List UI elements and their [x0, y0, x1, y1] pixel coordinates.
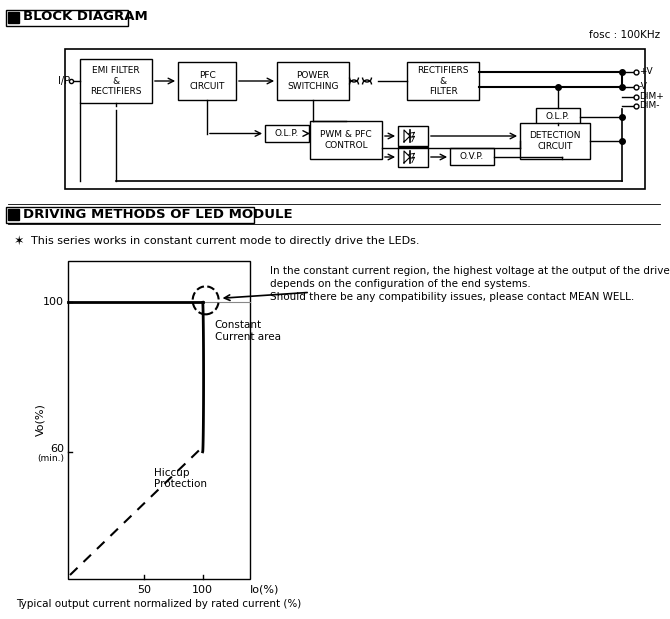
Text: DETECTION
CIRCUIT: DETECTION CIRCUIT — [529, 131, 581, 150]
Text: POWER
SWITCHING: POWER SWITCHING — [287, 71, 339, 91]
Text: In the constant current region, the highest voltage at the output of the driver: In the constant current region, the high… — [270, 266, 670, 276]
Text: ✶: ✶ — [14, 235, 25, 248]
FancyBboxPatch shape — [277, 62, 349, 100]
FancyBboxPatch shape — [450, 148, 494, 165]
Text: Typical output current normalized by rated current (%): Typical output current normalized by rat… — [16, 599, 302, 609]
Text: I/P: I/P — [58, 76, 70, 86]
Text: 100: 100 — [43, 297, 64, 308]
Text: This series works in constant current mode to directly drive the LEDs.: This series works in constant current mo… — [24, 236, 419, 246]
FancyBboxPatch shape — [68, 261, 250, 579]
Bar — [8, 12, 19, 23]
FancyBboxPatch shape — [80, 59, 152, 103]
FancyBboxPatch shape — [65, 49, 645, 189]
Text: Should there be any compatibility issues, please contact MEAN WELL.: Should there be any compatibility issues… — [270, 292, 634, 302]
Text: Constant
Current area: Constant Current area — [214, 321, 281, 342]
FancyBboxPatch shape — [398, 126, 428, 146]
FancyBboxPatch shape — [407, 62, 479, 100]
Text: RECTIFIERS
&
FILTER: RECTIFIERS & FILTER — [417, 66, 469, 96]
FancyBboxPatch shape — [265, 125, 309, 142]
Text: EMI FILTER
&
RECTIFIERS: EMI FILTER & RECTIFIERS — [90, 66, 142, 96]
Text: Io(%): Io(%) — [251, 584, 279, 594]
Text: DRIVING METHODS OF LED MODULE: DRIVING METHODS OF LED MODULE — [23, 207, 293, 220]
Text: 100: 100 — [192, 585, 213, 595]
FancyBboxPatch shape — [310, 121, 382, 159]
Text: PFC
CIRCUIT: PFC CIRCUIT — [190, 71, 224, 91]
Text: depends on the configuration of the end systems.: depends on the configuration of the end … — [270, 279, 531, 289]
FancyBboxPatch shape — [536, 108, 580, 125]
Text: O.L.P.: O.L.P. — [546, 112, 570, 121]
FancyBboxPatch shape — [398, 147, 428, 167]
Text: PWM & PFC
CONTROL: PWM & PFC CONTROL — [320, 131, 372, 150]
Bar — [8, 209, 19, 220]
Text: O.L.P.: O.L.P. — [275, 129, 299, 138]
Text: Hiccup
Protection: Hiccup Protection — [155, 468, 208, 490]
Text: fosc : 100KHz: fosc : 100KHz — [589, 30, 660, 40]
Text: DIM-: DIM- — [639, 101, 659, 110]
FancyBboxPatch shape — [178, 62, 236, 100]
Text: BLOCK DIAGRAM: BLOCK DIAGRAM — [23, 11, 148, 24]
Text: +V: +V — [639, 67, 653, 76]
Text: 50: 50 — [137, 585, 151, 595]
Text: DIM+: DIM+ — [639, 92, 664, 101]
Text: 60: 60 — [50, 444, 64, 454]
Text: Vo(%): Vo(%) — [35, 404, 45, 436]
Text: (min.): (min.) — [37, 454, 64, 463]
Text: -V: -V — [639, 82, 648, 91]
Text: O.V.P.: O.V.P. — [460, 152, 484, 161]
FancyBboxPatch shape — [520, 123, 590, 159]
